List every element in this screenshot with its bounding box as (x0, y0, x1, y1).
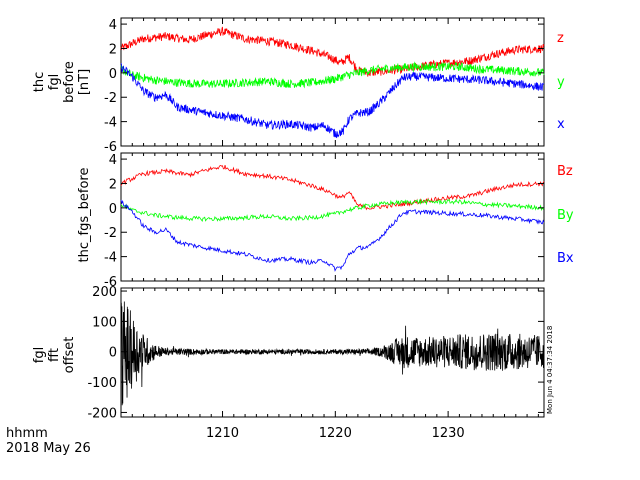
legend-entry-x: x (557, 117, 565, 132)
x-tick-label: 1210 (206, 426, 239, 441)
series-line-offset (120, 301, 545, 406)
panel-top-ylabel: thc fgl before [nT] (32, 61, 92, 103)
y-axis-label-line: fgl (32, 347, 47, 363)
panel-bottom-ylabel: fgl fft offset (32, 337, 77, 374)
x-tick-label: 1220 (319, 426, 352, 441)
y-tick-label: -6 (104, 140, 117, 155)
y-tick-label: 0 (109, 202, 117, 217)
y-axis-label-line: [nT] (77, 69, 92, 95)
y-tick-label: 4 (109, 153, 117, 168)
panel-middle-legend: Bz By Bx (557, 164, 574, 266)
y-tick-label: 2 (109, 177, 117, 192)
panel-middle: 4 2 0 -2 -4 -6 thc_fgs_before Bz By Bx (77, 152, 574, 290)
panel-bottom: 200 100 0 -100 -200 fgl fft offset (32, 285, 545, 421)
series-line-Bx (120, 199, 545, 272)
legend-entry-y: y (557, 75, 565, 90)
y-axis-label-line: fgl (47, 74, 62, 90)
panel-top: 4 2 0 -2 -4 -6 thc fgl before [nT] z y x (32, 17, 565, 155)
y-tick-label: -4 (104, 251, 117, 266)
x-tick-label: 1230 (432, 426, 465, 441)
y-axis-label-line: fft (47, 348, 62, 362)
date-label: 2018 May 26 (6, 441, 91, 456)
panel-middle-ylabel: thc_fgs_before (77, 168, 92, 263)
series-line-z (120, 26, 545, 77)
y-axis-label-line: thc (32, 72, 47, 92)
legend-entry-z: z (557, 31, 564, 46)
y-tick-label: 2 (109, 42, 117, 57)
panel-bottom-series (120, 301, 545, 406)
series-line-y (120, 61, 545, 89)
y-tick-label: -6 (104, 275, 117, 290)
y-axis-label-line: thc_fgs_before (77, 168, 92, 263)
panel-top-xticks (120, 18, 539, 146)
y-tick-label: -200 (87, 406, 117, 421)
x-axis-labels: 1210 1220 1230 (206, 426, 465, 441)
panel-top-legend: z y x (557, 31, 565, 132)
y-tick-label: 0 (109, 67, 117, 82)
series-line-x (120, 62, 545, 139)
panel-middle-yticks: 4 2 0 -2 -4 -6 (104, 153, 544, 290)
panel-top-yticks: 4 2 0 -2 -4 -6 (104, 18, 544, 155)
y-tick-label: 4 (109, 18, 117, 33)
y-tick-label: 0 (109, 346, 117, 361)
legend-entry-Bz: Bz (557, 164, 573, 179)
series-line-Bz (120, 165, 545, 211)
panel-middle-frame (120, 152, 545, 282)
legend-entry-Bx: Bx (557, 251, 574, 266)
panel-middle-series (120, 165, 545, 272)
panel-top-frame (120, 17, 545, 147)
y-tick-label: -2 (104, 91, 117, 106)
panel-bottom-yticks: 200 100 0 -100 -200 (87, 285, 544, 421)
series-line-By (120, 198, 545, 222)
timestamp-label: Mon Jun 4 04:37:34 2018 (546, 326, 554, 414)
y-tick-label: 100 (92, 315, 117, 330)
y-axis-label-line: before (62, 61, 77, 103)
legend-entry-By: By (557, 208, 574, 223)
y-tick-label: -2 (104, 226, 117, 241)
row-label-hhmm: hhmm (6, 426, 48, 441)
y-axis-label-line: offset (62, 337, 77, 374)
y-tick-label: -100 (87, 376, 117, 391)
y-tick-label: -4 (104, 116, 117, 131)
y-tick-label: 200 (92, 285, 117, 300)
panel-top-series (120, 26, 545, 139)
panel-bottom-xticks (120, 288, 539, 417)
panel-middle-xticks (120, 153, 539, 281)
